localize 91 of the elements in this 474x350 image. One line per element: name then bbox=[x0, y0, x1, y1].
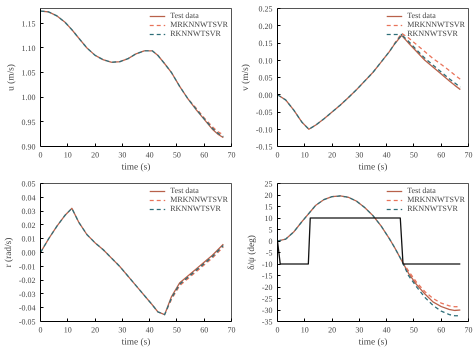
x-tick-label: 60 bbox=[437, 150, 446, 160]
y-tick-label: 0.01 bbox=[22, 234, 36, 244]
legend-label: RKNNWTSVR bbox=[170, 204, 221, 213]
y-tick-label: -0.03 bbox=[18, 290, 36, 299]
y-tick-label: 0.90 bbox=[22, 142, 36, 152]
legend-label: RKNNWTSVR bbox=[407, 204, 458, 213]
y-tick-label: 0.15 bbox=[258, 39, 272, 48]
y-tick-label: 1.10 bbox=[22, 44, 36, 53]
x-axis-title: time (s) bbox=[122, 338, 150, 348]
x-tick-label: 0 bbox=[38, 326, 42, 334]
x-tick-label: 70 bbox=[464, 150, 472, 160]
x-axis-title: time (s) bbox=[358, 338, 388, 348]
y-tick-label: 0.02 bbox=[22, 220, 36, 230]
y-tick-label: 0.03 bbox=[22, 207, 36, 216]
y-tick-label: 0.10 bbox=[258, 56, 272, 66]
x-tick-label: 30 bbox=[118, 150, 126, 160]
y-axis-title: u (m/s) bbox=[6, 64, 16, 91]
y-tick-label: 20 bbox=[264, 191, 272, 200]
y-tick-label: -25 bbox=[262, 294, 273, 304]
x-tick-label: 20 bbox=[91, 326, 100, 334]
legend-label: Test data bbox=[407, 186, 436, 195]
x-tick-label: 70 bbox=[228, 326, 236, 334]
y-tick-label: -0.15 bbox=[256, 142, 273, 152]
x-tick-label: 40 bbox=[146, 150, 154, 160]
x-tick-label: 60 bbox=[200, 326, 208, 334]
y-tick-label: 1.05 bbox=[22, 68, 36, 78]
x-tick-label: 30 bbox=[355, 150, 364, 160]
x-tick-label: 0 bbox=[276, 326, 280, 334]
y-tick-label: -0.05 bbox=[256, 108, 273, 117]
x-tick-label: 20 bbox=[328, 326, 336, 334]
y-tick-label: 10 bbox=[264, 214, 272, 223]
legend-label: MRKNNWTSVR bbox=[170, 20, 228, 29]
y-tick-label: 0.04 bbox=[22, 193, 36, 202]
x-tick-label: 50 bbox=[410, 326, 418, 334]
y-tick-label: 0.20 bbox=[258, 22, 272, 31]
y-tick-label: 25 bbox=[264, 180, 272, 188]
y-tick-label: 0.05 bbox=[22, 180, 36, 188]
x-tick-label: 70 bbox=[228, 150, 236, 160]
y-tick-label: 0.00 bbox=[22, 248, 36, 258]
y-tick-label: 0.25 bbox=[258, 4, 272, 14]
x-tick-label: 50 bbox=[172, 150, 181, 160]
x-tick-label: 0 bbox=[276, 150, 280, 160]
y-axis-title: δ/ψ (deg) bbox=[246, 235, 257, 270]
y-tick-label: -0.01 bbox=[18, 262, 36, 272]
x-tick-label: 50 bbox=[172, 326, 181, 334]
legend-label: Test data bbox=[170, 186, 199, 195]
x-tick-label: 0 bbox=[38, 150, 42, 160]
y-tick-label: 15 bbox=[264, 202, 272, 212]
x-tick-label: 60 bbox=[200, 150, 208, 160]
y-tick-label: 1.15 bbox=[22, 19, 36, 28]
x-axis-title: time (s) bbox=[358, 162, 388, 172]
x-tick-label: 20 bbox=[91, 150, 100, 160]
y-axis-title: r (rad/s) bbox=[4, 238, 14, 268]
x-tick-label: 40 bbox=[382, 150, 391, 160]
y-tick-label: 0.95 bbox=[22, 118, 36, 127]
y-tick-label: -35 bbox=[262, 318, 273, 326]
y-tick-label: -5 bbox=[266, 248, 273, 258]
y-tick-label: -0.04 bbox=[18, 304, 36, 313]
x-tick-label: 30 bbox=[355, 326, 364, 334]
y-tick-label: -20 bbox=[262, 283, 273, 292]
x-tick-label: 70 bbox=[464, 326, 472, 334]
y-tick-label: -30 bbox=[262, 306, 273, 315]
x-tick-label: 40 bbox=[382, 326, 391, 334]
x-tick-label: 10 bbox=[64, 326, 72, 334]
x-tick-label: 20 bbox=[328, 150, 336, 160]
y-tick-label: 0 bbox=[268, 237, 272, 246]
x-tick-label: 10 bbox=[300, 150, 309, 160]
x-tick-label: 60 bbox=[437, 326, 446, 334]
legend-label: RKNNWTSVR bbox=[407, 29, 458, 38]
legend-label: Test data bbox=[407, 11, 436, 20]
y-tick-label: -0.02 bbox=[18, 276, 36, 286]
x-tick-label: 30 bbox=[118, 326, 126, 334]
y-tick-label: 5 bbox=[268, 226, 272, 234]
x-tick-label: 50 bbox=[410, 150, 418, 160]
x-tick-label: 10 bbox=[300, 326, 309, 334]
x-tick-label: 40 bbox=[146, 326, 154, 334]
y-tick-label: -10 bbox=[262, 260, 273, 269]
y-tick-label: -15 bbox=[262, 272, 273, 280]
y-axis-title: v (m/s) bbox=[240, 64, 251, 91]
x-axis-title: time (s) bbox=[122, 162, 150, 172]
y-tick-label: 1.00 bbox=[22, 93, 36, 102]
y-tick-label: -0.05 bbox=[18, 318, 36, 326]
y-tick-label: 0.00 bbox=[258, 90, 272, 100]
legend-label: Test data bbox=[170, 11, 199, 20]
legend-label: MRKNNWTSVR bbox=[407, 20, 465, 29]
y-tick-label: -0.10 bbox=[256, 125, 273, 134]
y-tick-label: 0.05 bbox=[258, 74, 272, 82]
legend-label: MRKNNWTSVR bbox=[170, 195, 228, 204]
legend-label: MRKNNWTSVR bbox=[407, 195, 465, 204]
x-tick-label: 10 bbox=[64, 150, 72, 160]
legend-label: RKNNWTSVR bbox=[170, 29, 221, 38]
